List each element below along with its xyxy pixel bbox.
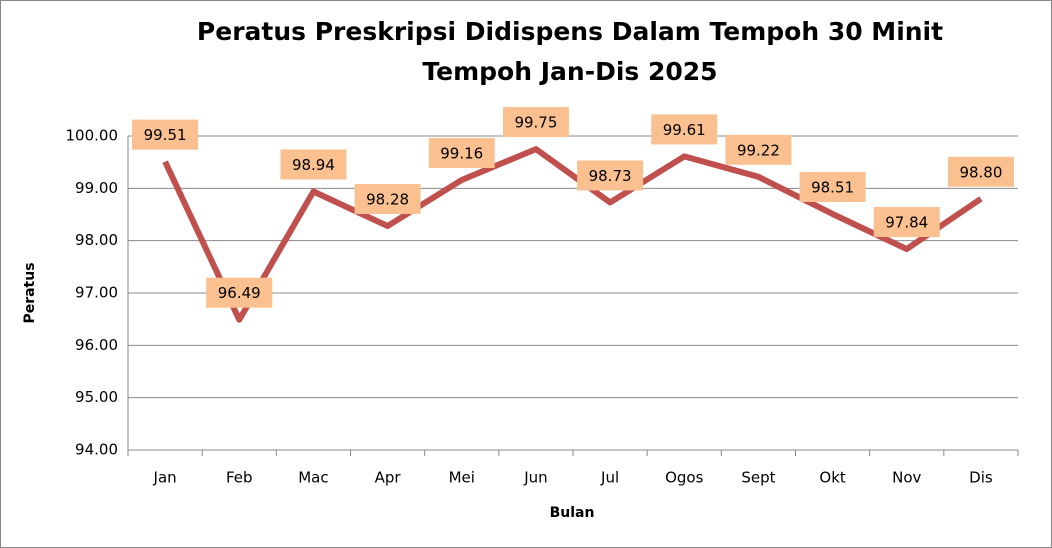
data-label-box (280, 149, 347, 180)
y-tick-label: 99.00 (75, 179, 118, 197)
x-tick-label: Nov (892, 469, 921, 487)
data-label-box (502, 107, 569, 138)
y-tick-label: 95.00 (75, 388, 118, 406)
data-label: 98.28 (366, 191, 409, 209)
y-tick-label: 100.00 (66, 127, 119, 145)
data-label-box (651, 114, 718, 145)
chart-title: Tempoh Jan-Dis 2025 (422, 57, 717, 86)
y-axis-title: Peratus (22, 262, 38, 323)
x-tick-label: Jul (600, 469, 619, 487)
data-label: 98.80 (959, 163, 1002, 181)
data-label: 99.22 (737, 141, 780, 159)
x-axis-title: Bulan (550, 505, 595, 521)
data-label: 98.73 (589, 167, 632, 185)
y-tick-label: 97.00 (75, 284, 118, 302)
data-label: 99.61 (663, 121, 706, 139)
data-label-box (873, 207, 940, 238)
x-tick-label: Ogos (665, 469, 704, 487)
data-label-box (206, 277, 273, 308)
x-tick-label: Feb (226, 469, 253, 487)
data-label-box (354, 184, 421, 215)
data-label-box (428, 137, 495, 168)
data-label: 96.49 (218, 284, 261, 302)
line (162, 146, 983, 323)
data-label-box (799, 171, 866, 202)
data-label: 98.94 (292, 156, 335, 174)
data-label: 98.51 (811, 178, 854, 196)
y-tick-label: 96.00 (75, 336, 118, 354)
x-tick-label: Okt (819, 469, 845, 487)
x-tick-label: Jan (153, 469, 177, 487)
data-label-box (132, 119, 199, 150)
x-tick-label: Apr (375, 469, 402, 487)
x-tick-label: Dis (969, 469, 993, 487)
y-tick-label: 94.00 (75, 441, 118, 459)
data-label-box (577, 160, 644, 191)
data-label: 97.84 (885, 214, 928, 232)
x-tick-label: Jun (523, 469, 547, 487)
data-label: 99.75 (514, 114, 557, 132)
data-label-box (725, 134, 792, 165)
chart-title: Peratus Preskripsi Didispens Dalam Tempo… (197, 17, 943, 46)
x-tick-label: Mac (298, 469, 328, 487)
data-label: 99.51 (144, 126, 187, 144)
x-tick-label: Sept (741, 469, 775, 487)
y-tick-label: 98.00 (75, 231, 118, 249)
data-label: 99.16 (440, 144, 483, 162)
x-tick-label: Mei (449, 469, 475, 487)
data-label-box (947, 156, 1014, 187)
